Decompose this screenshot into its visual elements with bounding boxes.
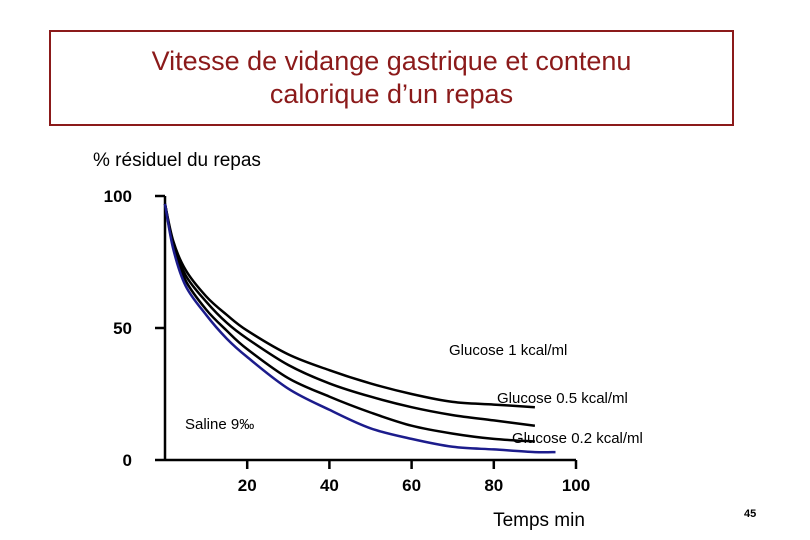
slide-number: 45 [744,508,757,520]
series-line-3 [163,203,556,454]
y-tick-label: 0 [123,451,132,470]
y-axis-title: % résiduel du repas [93,150,261,171]
title-line-2: calorique d’un repas [269,79,514,109]
x-axis-title: Temps min [493,510,585,531]
x-tick-label: 100 [562,476,590,495]
x-tick-label: 40 [320,476,339,495]
x-tick-label: 60 [402,476,421,495]
series-label-2: Glucose 0.2 kcal/ml [512,430,643,447]
y-tick-label: 50 [113,319,132,338]
series-line-1 [163,203,536,427]
series-label-0: Glucose 1 kcal/ml [449,342,567,359]
series-line-0 [163,203,535,409]
series-label-3: Saline 9‰ [185,416,254,433]
x-tick-label: 80 [484,476,503,495]
series-line-2 [163,203,535,443]
y-tick-label: 100 [104,187,132,206]
x-tick-label: 20 [238,476,257,495]
series-label-1: Glucose 0.5 kcal/ml [497,390,628,407]
title-box: Vitesse de vidange gastrique et contenu … [49,30,734,126]
title-line-1: Vitesse de vidange gastrique et contenu [151,46,632,76]
